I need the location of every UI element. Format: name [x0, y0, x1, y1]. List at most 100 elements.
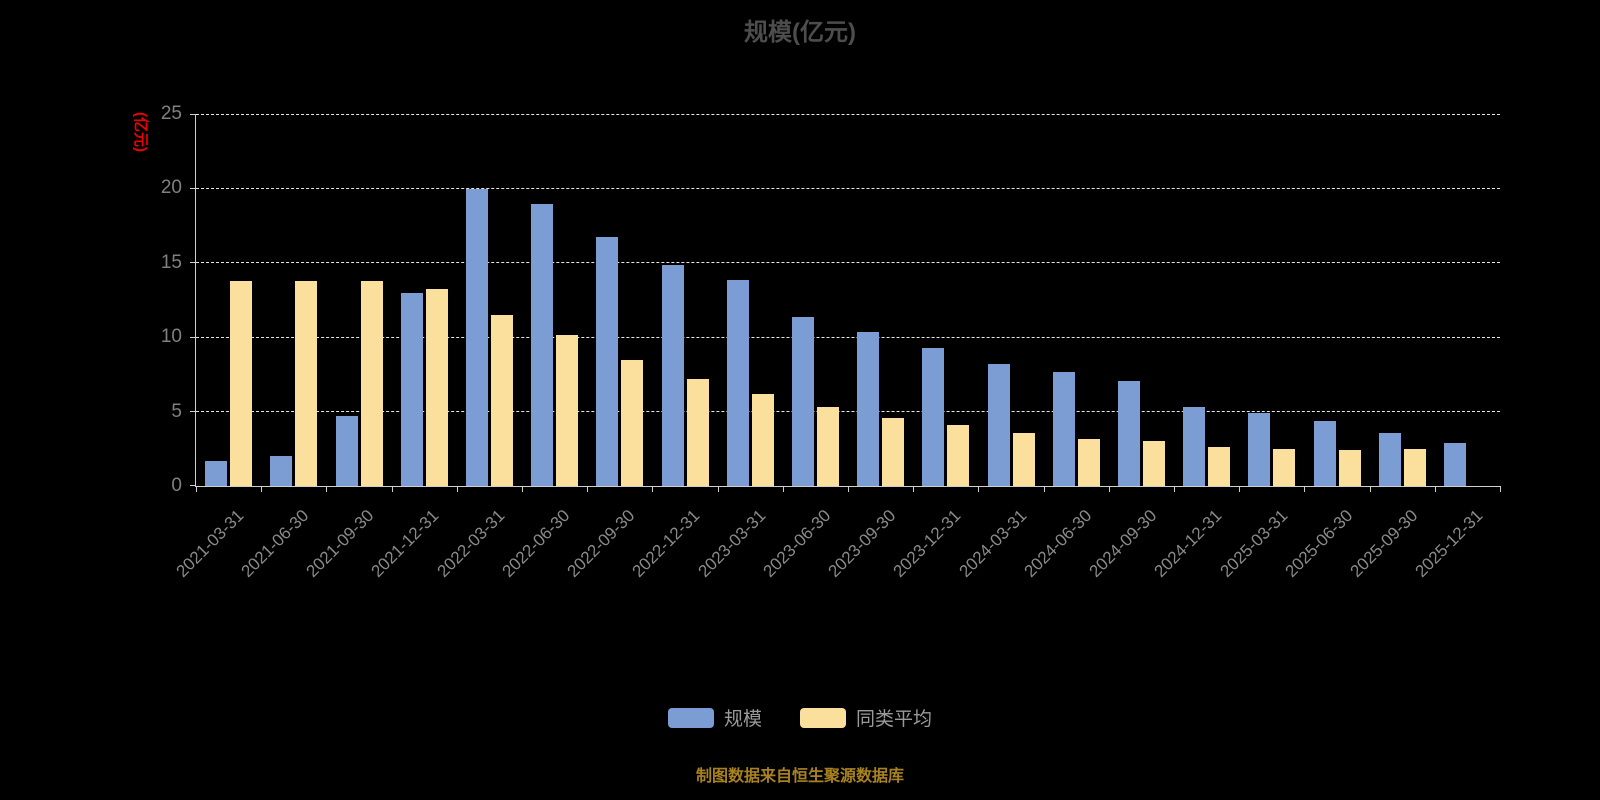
- plot-area: [190, 114, 1501, 492]
- bar-category-average: [425, 288, 448, 486]
- x-axis-tick: [1239, 486, 1241, 492]
- bar-scale: [270, 456, 293, 486]
- y-axis-tick-label: 5: [171, 400, 182, 422]
- bar-group: [1109, 115, 1174, 486]
- bar-scale: [726, 279, 749, 486]
- bar-group: [1304, 115, 1369, 486]
- bar-group: [392, 115, 457, 486]
- y-axis-tick-label: 0: [171, 475, 182, 496]
- x-axis-ticks: [196, 486, 1501, 492]
- bar-category-average: [230, 281, 253, 486]
- bar-category-average: [882, 417, 905, 486]
- gridline-25: [196, 114, 1500, 115]
- bar-scale: [1183, 407, 1206, 486]
- bar-group: [848, 115, 913, 486]
- gridline-5: [196, 410, 1500, 412]
- bar-group: [1435, 115, 1500, 486]
- gridline-20: [196, 188, 1500, 190]
- bar-scale: [1248, 413, 1271, 486]
- bar-group: [718, 115, 783, 486]
- x-axis-tick: [261, 486, 263, 492]
- y-axis-tick-label: 10: [160, 326, 182, 348]
- legend-swatch-category-average: [800, 707, 846, 728]
- bar-category-average: [360, 281, 383, 486]
- bar-category-average: [816, 407, 839, 486]
- bar-scale: [857, 331, 880, 486]
- legend-label-scale: 规模: [723, 709, 762, 730]
- bar-category-average: [295, 281, 318, 486]
- bar-category-average: [621, 359, 644, 486]
- bar-group: [457, 115, 522, 486]
- x-axis-tick: [1369, 486, 1371, 492]
- x-axis-tick: [978, 486, 980, 492]
- x-axis-tick: [456, 486, 458, 492]
- bar-group: [261, 115, 326, 486]
- bar-scale: [335, 416, 358, 486]
- bar-scale: [1117, 380, 1140, 486]
- x-axis-tick: [1108, 486, 1110, 492]
- bar-group: [913, 115, 978, 486]
- gridline-10: [196, 336, 1500, 338]
- x-axis-tick: [652, 486, 654, 492]
- y-axis-tick: [190, 188, 196, 190]
- bar-group: [1370, 115, 1435, 486]
- x-axis-tick: [717, 486, 719, 492]
- x-axis-tick: [848, 486, 849, 492]
- bar-category-average: [1403, 448, 1426, 486]
- bar-category-average: [556, 334, 579, 486]
- bar-scale: [1313, 420, 1336, 486]
- bar-category-average: [686, 379, 709, 486]
- y-axis-tick-label: 25: [160, 103, 182, 124]
- bar-scale: [1443, 442, 1466, 486]
- y-axis-tick: [190, 336, 196, 338]
- bar-category-average: [1077, 438, 1100, 486]
- y-axis-tick: [190, 410, 196, 412]
- bar-category-average: [1273, 448, 1296, 486]
- legend: 规模 同类平均: [0, 704, 1600, 731]
- x-axis-tick: [587, 486, 589, 492]
- bar-category-average: [1338, 450, 1361, 486]
- x-axis-tick: [1434, 486, 1436, 492]
- bar-category-average: [1142, 441, 1165, 486]
- legend-label-category-average: 同类平均: [856, 709, 933, 730]
- bar-scale: [465, 189, 488, 486]
- bar-scale: [661, 264, 684, 486]
- x-axis-labels: 2021-03-31 2021-06-30 2021-09-30 2021-12-31…: [172, 494, 1500, 634]
- x-axis-label-cell: 2025-12-31: [1412, 494, 1500, 634]
- data-source-note: 制图数据来自恒生聚源数据库: [695, 768, 904, 785]
- bar-group: [1044, 115, 1109, 486]
- bar-scale: [205, 460, 228, 486]
- y-axis-tick-label: 15: [160, 251, 182, 273]
- x-axis-tick: [1500, 486, 1501, 492]
- bar-group: [1174, 115, 1239, 486]
- y-axis-tick: [190, 262, 196, 264]
- bar-category-average: [947, 425, 970, 486]
- bar-scale: [791, 316, 814, 486]
- bar-group: [587, 115, 652, 486]
- bar-scale: [1052, 371, 1075, 486]
- bar-category-average: [1208, 447, 1231, 486]
- x-axis-tick: [913, 486, 915, 492]
- bar-group: [1239, 115, 1304, 486]
- bar-scale: [596, 236, 619, 486]
- bar-group: [196, 115, 261, 486]
- bar-group: [978, 115, 1043, 486]
- bar-scale: [400, 293, 423, 486]
- x-axis-tick: [326, 486, 328, 492]
- bar-scale: [531, 204, 554, 486]
- legend-item-scale[interactable]: 规模: [667, 704, 762, 731]
- legend-item-category-average[interactable]: 同类平均: [800, 704, 932, 731]
- x-axis-tick-label: 2021-03-31: [172, 506, 248, 581]
- y-axis-tick: [190, 485, 196, 486]
- chart-title: 规模(亿元): [744, 19, 856, 46]
- y-axis-tick: [190, 114, 196, 115]
- bar-scale: [987, 364, 1010, 486]
- bar-group: [522, 115, 587, 486]
- x-axis-tick: [1043, 486, 1045, 492]
- bar-category-average: [751, 394, 774, 486]
- bar-group: [783, 115, 848, 486]
- bar-category-average: [1012, 432, 1035, 486]
- y-axis-labels: 0 5 10 15 20 25: [120, 103, 182, 496]
- gridline-15: [196, 262, 1500, 264]
